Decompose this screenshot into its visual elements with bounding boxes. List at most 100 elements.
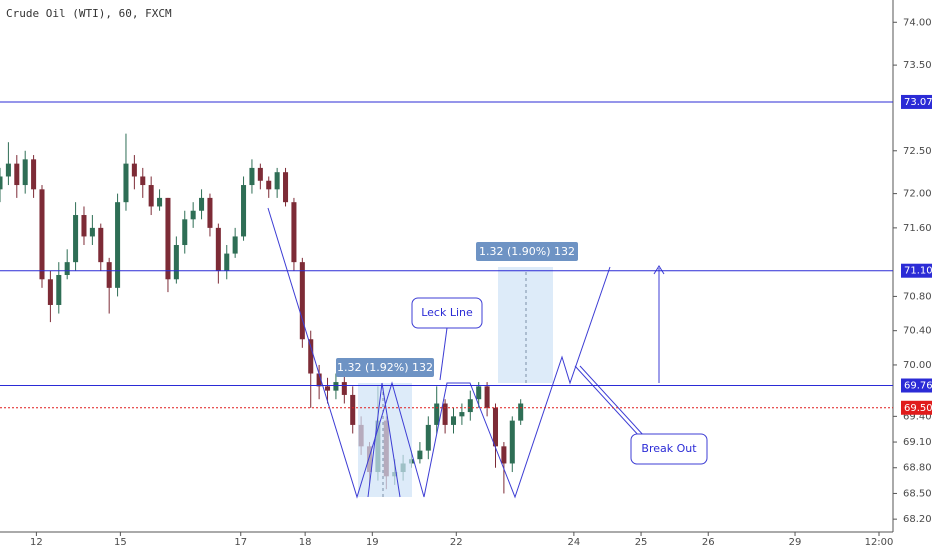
level-label-box xyxy=(901,94,932,109)
candle-body xyxy=(283,172,289,203)
candle-body xyxy=(492,407,499,447)
y-tick-label: 68.50 xyxy=(903,488,932,499)
measure-label: 1.32 (1.92%) 132 xyxy=(337,361,433,374)
candle-body xyxy=(417,450,423,460)
candle-body xyxy=(173,245,179,280)
candle-body xyxy=(249,167,255,186)
measure-label-box xyxy=(336,358,434,377)
candle-body xyxy=(308,339,314,374)
level-label-box xyxy=(901,378,932,393)
candle-body xyxy=(81,215,87,237)
candle-body xyxy=(333,382,339,391)
candle-body xyxy=(106,262,112,288)
y-tick-label: 69.40 xyxy=(903,411,932,422)
candle-body xyxy=(501,446,507,464)
candle-body xyxy=(148,185,154,207)
callout-pointer xyxy=(579,365,646,438)
candle-body xyxy=(131,163,137,177)
candle-body xyxy=(518,403,524,421)
level-label: 73.07 xyxy=(904,97,932,108)
candle-body xyxy=(425,424,431,451)
level-label-box xyxy=(901,400,932,415)
candle-body xyxy=(274,172,280,190)
candle-body xyxy=(476,386,482,400)
x-tick-label: 15 xyxy=(114,537,127,548)
y-tick-label: 70.80 xyxy=(903,291,932,302)
candle-body xyxy=(224,253,230,271)
candle-body xyxy=(39,189,45,280)
callout-box xyxy=(411,297,483,329)
y-tick-label: 68.80 xyxy=(903,463,932,474)
x-tick-label: 22 xyxy=(450,537,463,548)
x-tick-label: 12 xyxy=(30,537,43,548)
x-tick-label: 17 xyxy=(234,537,247,548)
candle-body xyxy=(266,180,272,190)
level-label-box xyxy=(901,263,932,278)
candle-body xyxy=(257,167,263,181)
candle-body xyxy=(157,197,163,207)
x-tick-label: 12:00 xyxy=(865,537,894,548)
candle-body xyxy=(215,227,221,271)
measure-label-box xyxy=(476,242,578,261)
candle-body xyxy=(47,279,53,305)
pattern-line xyxy=(367,382,401,498)
candle-body xyxy=(509,420,515,464)
callout-pointer xyxy=(574,365,641,438)
candle-body xyxy=(434,403,440,425)
level-label: 71.10 xyxy=(904,266,932,277)
y-tick-label: 74.00 xyxy=(903,17,932,28)
candle-body xyxy=(207,197,213,228)
callout-box xyxy=(630,433,708,465)
y-tick-label: 71.60 xyxy=(903,223,932,234)
level-label: 69.76 xyxy=(904,381,932,392)
candle-body xyxy=(199,197,205,211)
level-label: 69.50 xyxy=(904,403,932,414)
candle-body xyxy=(442,403,448,425)
candle-body xyxy=(190,210,196,220)
callout-text: Break Out xyxy=(641,442,697,455)
callout-text: Leck Line xyxy=(421,306,473,319)
x-tick-label: 25 xyxy=(635,537,648,548)
candle-body xyxy=(459,412,465,417)
y-tick-label: 73.50 xyxy=(903,60,932,71)
candle-body xyxy=(98,227,104,263)
y-tick-label: 69.10 xyxy=(903,437,932,448)
candle-body xyxy=(89,227,95,237)
candle-body xyxy=(73,215,79,263)
x-tick-label: 29 xyxy=(789,537,802,548)
candle-body xyxy=(467,399,473,413)
candle-body xyxy=(64,262,70,275)
y-tick-label: 70.40 xyxy=(903,326,932,337)
x-tick-label: 26 xyxy=(702,537,715,548)
y-tick-label: 68.20 xyxy=(903,514,932,525)
candle-body xyxy=(22,159,28,186)
candle-body xyxy=(341,382,347,395)
candle-body xyxy=(140,176,146,186)
x-tick-label: 18 xyxy=(299,537,312,548)
candle-body xyxy=(450,416,457,425)
candle-body xyxy=(232,236,238,254)
candle-body xyxy=(299,262,305,340)
y-tick-label: 70.00 xyxy=(903,360,932,371)
candle-body xyxy=(56,274,62,305)
candle-body xyxy=(31,159,37,190)
candle-body xyxy=(291,202,297,263)
candle-body xyxy=(0,176,3,190)
candle-body xyxy=(182,219,188,246)
candle-body xyxy=(484,386,490,408)
x-tick-label: 19 xyxy=(366,537,379,548)
candle-body xyxy=(115,202,121,288)
candle-body xyxy=(14,163,20,186)
x-tick-label: 24 xyxy=(568,537,581,548)
y-tick-label: 72.50 xyxy=(903,146,932,157)
axes: 74.00 73.50 72.50 72.00 71.60 70.80 70.40 70.00… xyxy=(0,17,932,548)
measure-label: 1.32 (1.90%) 132 xyxy=(479,245,575,258)
target-arrow-head xyxy=(653,265,665,275)
candle-body xyxy=(5,163,11,177)
y-tick-label: 72.00 xyxy=(903,189,932,200)
candle-body xyxy=(350,394,356,425)
chart-title: Crude Oil (WTI), 60, FXCM xyxy=(6,7,172,20)
candle-body xyxy=(123,163,129,203)
